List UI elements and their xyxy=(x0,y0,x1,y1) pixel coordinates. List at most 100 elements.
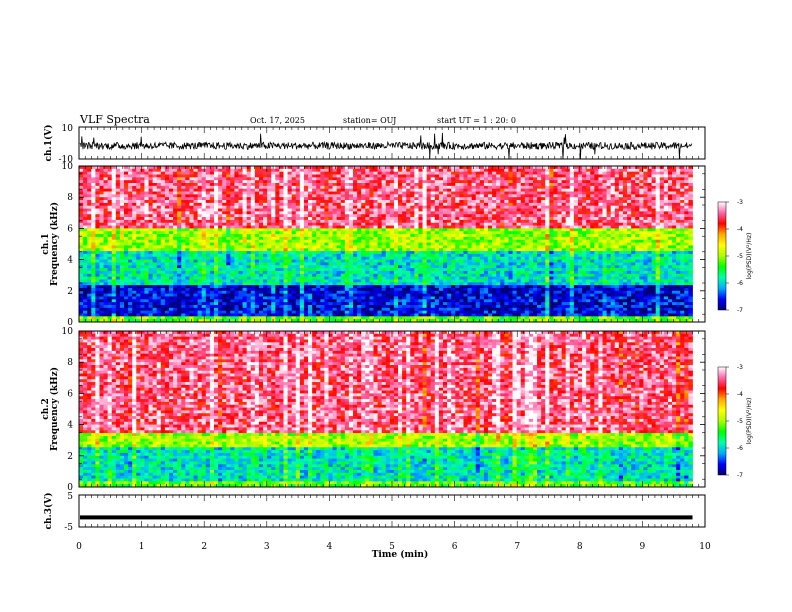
spectrogram-cell xyxy=(177,168,182,173)
spectrogram-cell xyxy=(353,202,358,207)
spectrogram-cell xyxy=(418,214,423,218)
spectrogram-cell xyxy=(508,214,513,218)
spectrogram-cell xyxy=(500,228,505,232)
spectrogram-cell xyxy=(369,166,374,170)
spectrogram-cell xyxy=(357,166,362,170)
spectrogram-cell xyxy=(381,174,387,178)
spectrogram-cell xyxy=(258,231,264,235)
spectrogram-cell xyxy=(582,183,587,187)
spectrogram-cell xyxy=(377,248,383,252)
spectrogram-cell xyxy=(655,180,661,184)
spectrogram-cell xyxy=(688,180,693,184)
spectrogram-cell xyxy=(271,214,276,218)
spectrogram-cell xyxy=(434,208,440,212)
ch1-waveform-panel: 10 -10 ch.1(V) xyxy=(43,124,706,165)
spectrogram-cell xyxy=(156,217,162,221)
spectrogram-cell xyxy=(631,251,636,255)
spectrogram-cell xyxy=(87,200,92,204)
spectrogram-cell xyxy=(164,185,170,190)
spectrogram-cell xyxy=(577,217,583,221)
spectrogram-cell xyxy=(606,177,612,181)
spectrogram-cell xyxy=(504,253,509,258)
spectrogram-cell xyxy=(602,208,607,212)
spectrogram-cell xyxy=(414,245,419,249)
spectrogram-cell xyxy=(635,205,640,209)
spectrogram-cell xyxy=(496,214,501,218)
spectrogram-cell xyxy=(213,251,219,255)
spectrogram-cell xyxy=(230,214,235,218)
spectrogram-cell xyxy=(635,168,640,173)
spectrogram-cell xyxy=(340,208,346,212)
spectrogram-cell xyxy=(316,188,321,192)
spectrogram-cell xyxy=(467,214,473,218)
spectrogram-cell xyxy=(520,256,526,260)
spectrogram-cell xyxy=(234,202,239,207)
spectrogram-cell xyxy=(463,200,468,204)
spectrogram-cell xyxy=(332,194,338,198)
spectrogram-cell xyxy=(91,217,96,221)
spectrogram-cell xyxy=(271,177,276,181)
spectrogram-cell xyxy=(254,253,260,258)
spectrogram-cell xyxy=(393,200,399,204)
spectrogram-cell xyxy=(438,205,444,209)
spectrogram-cell xyxy=(492,219,497,224)
spectrogram-cell xyxy=(447,253,452,258)
spectrogram-cell xyxy=(99,236,104,241)
spectrogram-cell xyxy=(467,185,473,190)
spectrogram-cell xyxy=(684,202,689,207)
spectrogram-cell xyxy=(136,200,141,204)
spectrogram-cell xyxy=(422,205,428,209)
spectrogram-cell xyxy=(136,180,141,184)
spectrogram-cell xyxy=(512,166,518,170)
spectrogram-cell xyxy=(639,202,644,207)
spectrogram-cell xyxy=(222,214,227,218)
spectrogram-cell xyxy=(479,166,485,170)
spectrogram-cell xyxy=(144,219,149,224)
spectrogram-cell xyxy=(193,197,199,201)
spectrogram-cell xyxy=(209,188,215,192)
spectrogram-cell xyxy=(406,242,411,246)
spectrogram-cell xyxy=(377,202,383,207)
spectrogram-cell xyxy=(213,211,219,215)
spectrogram-cell xyxy=(197,231,203,235)
spectrogram-cell xyxy=(418,191,423,195)
spectrogram-cell xyxy=(659,180,665,184)
spectrogram-cell xyxy=(389,242,395,246)
spectrogram-cell xyxy=(353,171,358,175)
spectrogram-cell xyxy=(316,234,321,238)
spectrogram-cell xyxy=(443,171,448,175)
spectrogram-cell xyxy=(168,231,174,235)
spectrogram-cell xyxy=(410,256,415,260)
spectrogram-cell xyxy=(95,200,100,204)
spectrogram-cell xyxy=(504,202,509,207)
spectrogram-cell xyxy=(500,197,505,201)
spectrogram-cell xyxy=(250,194,256,198)
spectrogram-cell xyxy=(336,217,342,221)
spectrogram-cell xyxy=(316,200,321,204)
spectrogram-cell xyxy=(475,236,481,241)
spectrogram-cell xyxy=(328,183,333,187)
spectrogram-cell xyxy=(561,171,567,175)
spectrogram-cell xyxy=(160,208,166,212)
spectrogram-cell xyxy=(398,239,403,243)
spectrogram-cell xyxy=(688,191,693,195)
spectrogram-cell xyxy=(348,194,354,198)
spectrogram-cell xyxy=(119,185,125,190)
spectrogram-cell xyxy=(320,188,325,192)
spectrogram-cell xyxy=(340,242,346,246)
spectrogram-cell xyxy=(582,256,587,260)
spectrogram-cell xyxy=(189,211,194,215)
spectrogram-cell xyxy=(565,197,571,201)
spectrogram-cell xyxy=(447,188,452,192)
spectrogram-cell xyxy=(459,174,464,178)
spectrogram-cell xyxy=(479,197,485,201)
spectrogram-cell xyxy=(569,239,575,243)
spectrogram-cell xyxy=(177,219,182,224)
spectrogram-cell xyxy=(549,183,554,187)
spectrogram-cell xyxy=(512,242,518,246)
spectrogram-cell xyxy=(500,180,505,184)
spectrogram-cell xyxy=(463,197,468,201)
spectrogram-cell xyxy=(447,174,452,178)
spectrogram-cell xyxy=(496,236,501,241)
spectrogram-cell xyxy=(549,185,554,190)
